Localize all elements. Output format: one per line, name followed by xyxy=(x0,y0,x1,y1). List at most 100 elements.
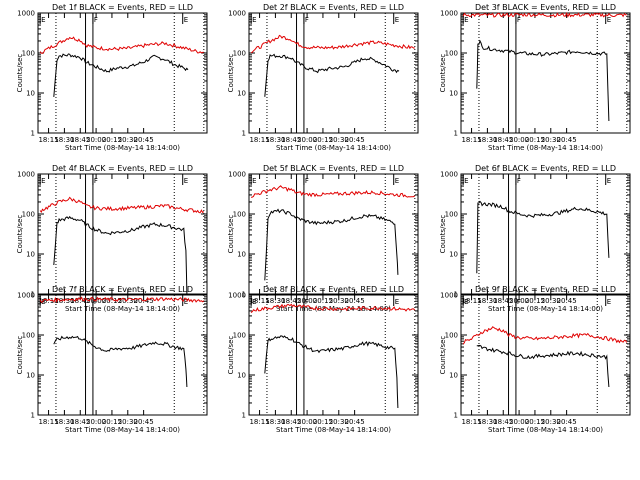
x-tick-label: 18:45 xyxy=(281,136,301,144)
x-tick-label: 18:15 xyxy=(249,418,269,426)
y-tick-label: 1000 xyxy=(17,10,35,18)
x-tick-label: 18:30 xyxy=(477,297,497,305)
events-series-line xyxy=(53,335,188,388)
y-tick-label: 100 xyxy=(233,332,246,340)
plot-frame xyxy=(248,12,419,134)
x-axis-label: Start Time (08-May-14 18:14:00) xyxy=(65,144,180,152)
lld-series-line xyxy=(250,34,415,54)
marker-label: E xyxy=(464,16,468,24)
x-tick-label: 20:15 xyxy=(313,418,333,426)
events-series-line xyxy=(476,344,610,388)
panel-det-5f: Det 5f BLACK = Events, RED = LLD 1 10 100 10… xyxy=(227,164,419,313)
events-series-line xyxy=(264,53,400,97)
y-tick-label: 100 xyxy=(445,211,458,219)
y-tick-label: 1 xyxy=(242,130,246,138)
x-tick-label: 20:00 xyxy=(509,297,529,305)
panel-title: Det 2f BLACK = Events, RED = LLD xyxy=(263,3,404,12)
marker-label: E xyxy=(252,298,256,306)
marker-label: F xyxy=(305,16,309,24)
y-tick-label: 1 xyxy=(454,291,458,299)
y-tick-label: 10 xyxy=(237,372,246,380)
marker-label: E xyxy=(464,177,468,185)
events-series-line xyxy=(53,215,188,295)
x-tick-label: 20:30 xyxy=(541,136,561,144)
x-tick-label: 20:45 xyxy=(345,297,365,305)
x-axis-label: Start Time (08-May-14 18:14:00) xyxy=(276,426,391,434)
y-tick-label: 10 xyxy=(26,251,35,259)
x-tick-label: 20:15 xyxy=(525,136,545,144)
plot-frame xyxy=(248,294,419,416)
x-axis-label: Start Time (08-May-14 18:14:00) xyxy=(276,305,391,313)
y-tick-label: 100 xyxy=(233,50,246,58)
x-tick-label: 18:15 xyxy=(461,136,481,144)
x-tick-label: 20:45 xyxy=(557,136,577,144)
x-tick-label: 20:15 xyxy=(102,297,122,305)
panel-title: Det 3f BLACK = Events, RED = LLD xyxy=(475,3,616,12)
marker-label: F xyxy=(517,177,521,185)
x-axis-label: Start Time (08-May-14 18:14:00) xyxy=(488,305,603,313)
x-tick-label: 20:45 xyxy=(134,418,154,426)
x-tick-label: 18:45 xyxy=(70,297,90,305)
lld-series-line xyxy=(39,296,205,303)
y-tick-label: 10 xyxy=(449,251,458,259)
x-tick-label: 20:00 xyxy=(509,418,529,426)
x-tick-label: 20:45 xyxy=(345,136,365,144)
y-tick-label: 1 xyxy=(31,130,35,138)
x-tick-label: 20:15 xyxy=(525,297,545,305)
x-tick-label: 20:30 xyxy=(541,418,561,426)
x-tick-label: 20:45 xyxy=(557,418,577,426)
x-tick-label: 20:00 xyxy=(86,418,106,426)
y-tick-label: 10 xyxy=(26,90,35,98)
x-tick-label: 20:30 xyxy=(118,136,138,144)
plot-frame xyxy=(460,12,631,134)
marker-label: E xyxy=(607,298,611,306)
x-tick-label: 20:30 xyxy=(329,297,349,305)
x-tick-label: 18:30 xyxy=(265,136,285,144)
x-tick-label: 20:30 xyxy=(329,136,349,144)
x-tick-label: 20:15 xyxy=(102,418,122,426)
marker-label: E xyxy=(607,177,611,185)
x-tick-label: 20:00 xyxy=(297,136,317,144)
y-tick-label: 100 xyxy=(22,211,35,219)
marker-label: E xyxy=(395,298,399,306)
marker-label: F xyxy=(517,16,521,24)
x-tick-label: 20:00 xyxy=(297,297,317,305)
x-tick-label: 18:45 xyxy=(70,418,90,426)
y-tick-label: 10 xyxy=(449,372,458,380)
y-axis-label: Counts/sec xyxy=(16,336,24,375)
y-tick-label: 10 xyxy=(26,372,35,380)
panel-title: Det 4f BLACK = Events, RED = LLD xyxy=(52,164,193,173)
x-tick-label: 20:30 xyxy=(329,418,349,426)
events-series-line xyxy=(476,39,610,122)
x-tick-label: 20:45 xyxy=(345,418,365,426)
y-tick-label: 1000 xyxy=(440,171,458,179)
x-tick-label: 18:45 xyxy=(281,297,301,305)
x-axis-label: Start Time (08-May-14 18:14:00) xyxy=(488,426,603,434)
y-tick-label: 1 xyxy=(454,130,458,138)
marker-label: E xyxy=(184,298,188,306)
panel-det-1f: Det 1f BLACK = Events, RED = LLD 1 10 100 10… xyxy=(16,3,208,152)
x-tick-label: 20:30 xyxy=(541,297,561,305)
marker-label: E xyxy=(252,16,256,24)
panel-title: Det 6f BLACK = Events, RED = LLD xyxy=(475,164,616,173)
x-tick-label: 20:15 xyxy=(313,297,333,305)
lld-series-line xyxy=(39,196,205,214)
x-axis-label: Start Time (08-May-14 18:14:00) xyxy=(65,305,180,313)
marker-label: E xyxy=(41,177,45,185)
x-axis-label: Start Time (08-May-14 18:14:00) xyxy=(276,144,391,152)
events-series-line xyxy=(476,200,610,274)
y-axis-label: Counts/sec xyxy=(439,215,447,254)
y-tick-label: 10 xyxy=(237,90,246,98)
panel-title: Det 8f BLACK = Events, RED = LLD xyxy=(263,285,404,294)
marker-label: E xyxy=(184,16,188,24)
marker-label: E xyxy=(464,298,468,306)
x-tick-label: 20:00 xyxy=(86,136,106,144)
y-tick-label: 100 xyxy=(22,332,35,340)
x-tick-label: 18:30 xyxy=(265,418,285,426)
y-tick-label: 1000 xyxy=(228,171,246,179)
marker-label: E xyxy=(41,298,45,306)
marker-label: F xyxy=(94,298,98,306)
lld-series-line xyxy=(250,303,416,314)
x-tick-label: 18:45 xyxy=(70,136,90,144)
x-tick-label: 18:45 xyxy=(493,136,513,144)
